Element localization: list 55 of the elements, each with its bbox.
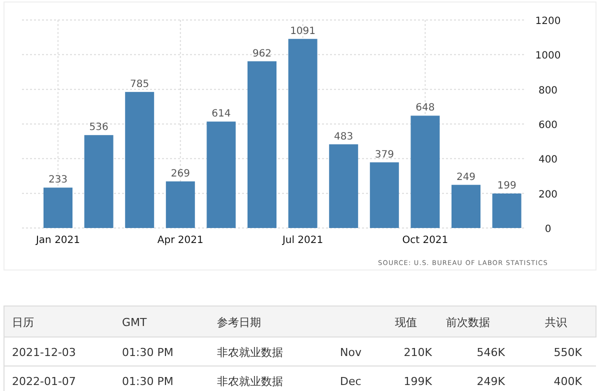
data-label: 614 xyxy=(212,108,231,120)
bar xyxy=(166,181,195,228)
text: Nov xyxy=(340,346,362,359)
bar xyxy=(248,61,276,228)
data-label: 483 xyxy=(334,131,354,142)
category-label: GMT xyxy=(122,316,148,329)
bar xyxy=(84,135,114,228)
data-label: 269 xyxy=(170,168,190,180)
text: 550K xyxy=(554,346,583,359)
bar xyxy=(206,122,236,228)
x-tick-label: Apr 2021 xyxy=(157,235,204,246)
text: 非农就业数据 xyxy=(217,346,283,359)
bar xyxy=(370,162,399,228)
data-label: 379 xyxy=(374,149,394,160)
text: 2021-12-03 xyxy=(12,346,76,359)
text: 199K xyxy=(404,375,433,388)
text: 01:30 PM xyxy=(122,375,174,388)
data-label: 233 xyxy=(48,174,68,186)
category-label: 前次数据 xyxy=(446,316,490,329)
x-tick-label: Jan 2021 xyxy=(34,235,80,246)
category-label: 日历 xyxy=(12,316,34,329)
y-tick-label: 800 xyxy=(538,85,558,96)
text: 546K xyxy=(476,346,506,359)
bar xyxy=(125,92,154,228)
y-tick-label: 400 xyxy=(538,154,558,166)
data-label: 785 xyxy=(130,78,150,90)
x-tick-label: Jul 2021 xyxy=(281,235,324,246)
bar xyxy=(492,194,522,228)
x-tick-label: Oct 2021 xyxy=(402,235,448,246)
data-label: 249 xyxy=(456,172,476,183)
text: 2022-01-07 xyxy=(12,375,76,388)
data-label: 962 xyxy=(252,48,272,60)
bar xyxy=(329,144,358,228)
bar xyxy=(452,184,480,228)
data-label: 199 xyxy=(497,180,516,192)
data-label: 1091 xyxy=(290,26,316,37)
y-tick-label: 1200 xyxy=(535,16,561,27)
bar xyxy=(44,188,72,228)
y-tick-label: 600 xyxy=(538,120,558,131)
bar xyxy=(410,116,440,228)
text: 400K xyxy=(554,375,583,388)
text: 非农就业数据 xyxy=(217,375,283,388)
y-tick-label: 1000 xyxy=(535,50,561,62)
text: Dec xyxy=(340,375,362,388)
bar xyxy=(288,38,318,228)
text: 01:30 PM xyxy=(122,346,174,359)
category-label: 参考日期 xyxy=(217,316,261,329)
y-tick-label: 0 xyxy=(544,224,552,235)
category-label: 共识 xyxy=(545,316,567,329)
y-tick-label: 200 xyxy=(538,189,558,200)
text: 210K xyxy=(404,346,433,359)
text: 249K xyxy=(476,375,506,388)
data-label: 648 xyxy=(416,102,435,114)
category-label: 现值 xyxy=(395,316,417,329)
data-label: 536 xyxy=(89,122,108,134)
